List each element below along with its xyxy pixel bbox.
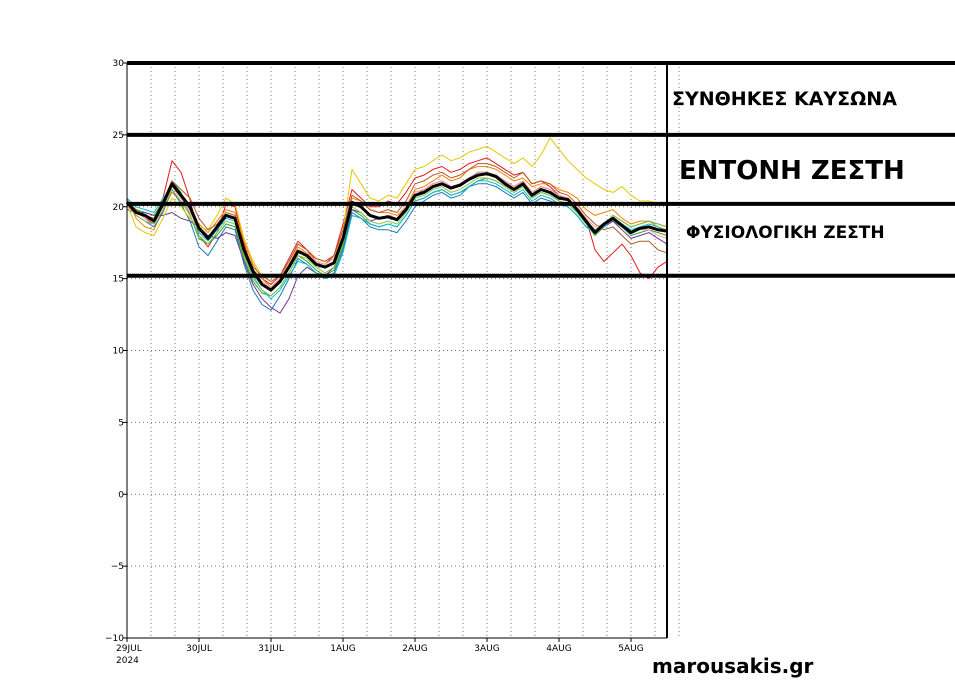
x-tick-label-5: 3AUG — [474, 644, 499, 654]
series-layer — [127, 138, 667, 313]
x-tick-sublabel-0: 2024 — [116, 656, 139, 666]
x-tick-label-0: 29JUL — [116, 644, 142, 654]
y-tick-label-1: −5 — [111, 562, 124, 572]
y-tick-label-7: 25 — [113, 131, 124, 141]
y-tick-label-4: 10 — [113, 347, 125, 357]
axes: −10 −5 0 5 10 15 20 25 30 29JUL 2024 30JUL 31JUL 1AUG… — [105, 59, 667, 666]
brand-watermark: marousakis.gr — [652, 654, 813, 678]
zone-labels: ΣΥΝΘΗΚΕΣ ΚΑΥΣΩΝΑ ΕΝΤΟΝΗ ΖΕΣΤΗ ΦΥΣΙΟΛΟΓΙΚ… — [672, 88, 905, 243]
zone-label-normal: ΦΥΣΙΟΛΟΓΙΚΗ ΖΕΣΤΗ — [686, 223, 885, 243]
y-tick-label-0: −10 — [105, 634, 124, 644]
grid-lines — [127, 63, 679, 638]
x-tick-label-7: 5AUG — [618, 644, 643, 654]
x-tick-label-4: 2AUG — [402, 644, 427, 654]
x-tick-label-3: 1AUG — [330, 644, 355, 654]
x-tick-label-2: 31JUL — [258, 644, 284, 654]
y-tick-label-3: 5 — [118, 418, 124, 428]
series-line-member-5 — [127, 172, 667, 313]
y-tick-label-5: 15 — [113, 275, 124, 285]
x-tick-label-6: 4AUG — [546, 644, 571, 654]
zone-label-heatwave: ΣΥΝΘΗΚΕΣ ΚΑΥΣΩΝΑ — [672, 88, 897, 110]
zone-label-intense: ΕΝΤΟΝΗ ΖΕΣΤΗ — [679, 156, 905, 186]
ensemble-chart: −10 −5 0 5 10 15 20 25 30 29JUL 2024 30JUL 31JUL 1AUG… — [0, 0, 955, 700]
y-tick-label-8: 30 — [113, 59, 125, 69]
y-tick-label-6: 20 — [113, 203, 125, 213]
y-tick-label-2: 0 — [118, 490, 124, 500]
x-tick-label-1: 30JUL — [186, 644, 212, 654]
